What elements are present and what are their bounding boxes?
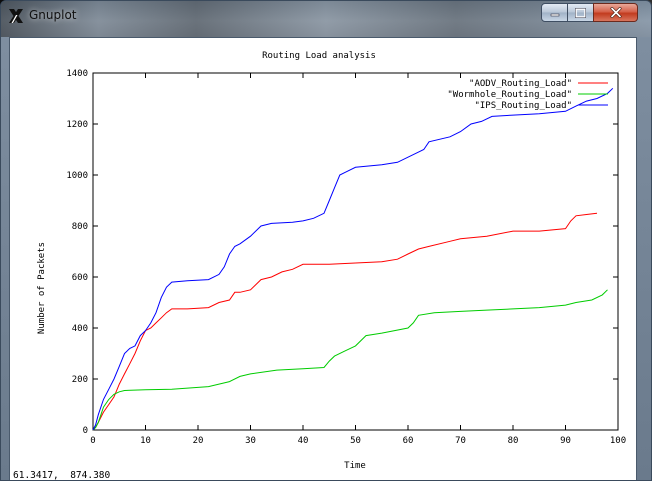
plot-area[interactable]: Routing Load analysis Time Number of Pac…	[9, 37, 637, 481]
minimize-button[interactable]	[541, 3, 568, 22]
y-tick-label: 800	[72, 222, 88, 232]
maximize-icon	[575, 7, 586, 18]
plot-frame	[92, 72, 619, 431]
close-icon	[610, 7, 621, 18]
maximize-button[interactable]	[567, 3, 594, 22]
x-tick-label: 50	[350, 436, 361, 446]
x-tick-label: 10	[140, 436, 151, 446]
series-line	[92, 87, 614, 431]
legend-label: "Wormhole_Routing_Load"	[447, 90, 572, 100]
legend-label: "AODV_Routing_Load"	[469, 79, 572, 89]
x-axis-label: Time	[344, 461, 366, 471]
x-tick-label: 20	[193, 436, 204, 446]
series-line	[92, 289, 608, 431]
y-axis-label: Number of Packets	[37, 242, 47, 334]
x-logo-icon	[9, 9, 23, 23]
x-tick-label: 70	[455, 436, 466, 446]
chart-title: Routing Load analysis	[262, 51, 376, 61]
y-tick-label: 1200	[66, 120, 88, 130]
series-lines	[92, 87, 614, 431]
title-bar[interactable]: Gnuplot	[1, 1, 651, 37]
y-tick-label: 200	[72, 375, 88, 385]
x-tick-label: 40	[298, 436, 309, 446]
series-line	[92, 212, 598, 431]
y-tick-label: 1400	[66, 69, 88, 79]
y-tick-label: 400	[72, 324, 88, 334]
legend-label: "IPS_Routing_Load"	[474, 101, 572, 111]
window-title: Gnuplot	[29, 8, 77, 22]
x-tick-label: 100	[610, 436, 626, 446]
x-tick-label: 60	[403, 436, 414, 446]
minimize-icon	[550, 13, 559, 16]
cursor-coordinates: 61.3417, 874.380	[13, 470, 111, 481]
x-tick-label: 90	[560, 436, 571, 446]
x-tick-label: 80	[508, 436, 519, 446]
x-tick-label: 30	[245, 436, 256, 446]
x-tick-label: 0	[90, 436, 95, 446]
y-tick-label: 600	[72, 273, 88, 283]
axis-ticks: 0 10 20 30 40 50 60 70 80 90 100020040060080010001…	[66, 69, 626, 446]
routing-load-chart: Routing Load analysis Time Number of Pac…	[37, 51, 626, 471]
close-button[interactable]	[593, 3, 638, 22]
y-tick-label: 0	[83, 426, 88, 436]
legend: "AODV_Routing_Load""Wormhole_Routing_Loa…	[447, 79, 608, 111]
y-tick-label: 1000	[66, 171, 88, 181]
